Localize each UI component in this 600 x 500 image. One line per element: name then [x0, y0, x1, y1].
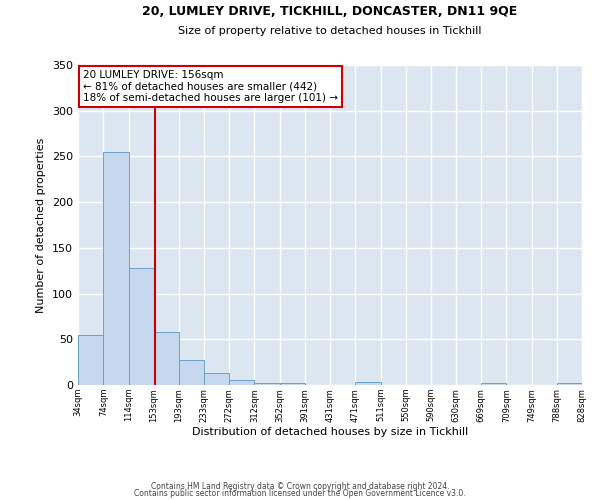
- Text: Contains public sector information licensed under the Open Government Licence v3: Contains public sector information licen…: [134, 490, 466, 498]
- Bar: [129, 268, 154, 385]
- Bar: [154, 332, 179, 385]
- X-axis label: Distribution of detached houses by size in Tickhill: Distribution of detached houses by size …: [192, 428, 468, 438]
- Bar: [557, 383, 582, 385]
- Bar: [78, 334, 103, 385]
- Y-axis label: Number of detached properties: Number of detached properties: [37, 138, 46, 312]
- Bar: [254, 383, 280, 385]
- Bar: [179, 360, 205, 385]
- Bar: [481, 383, 506, 385]
- Text: 20, LUMLEY DRIVE, TICKHILL, DONCASTER, DN11 9QE: 20, LUMLEY DRIVE, TICKHILL, DONCASTER, D…: [142, 5, 518, 18]
- Text: Contains HM Land Registry data © Crown copyright and database right 2024.: Contains HM Land Registry data © Crown c…: [151, 482, 449, 491]
- Title: Size of property relative to detached houses in Tickhill: Size of property relative to detached ho…: [178, 26, 482, 36]
- Bar: [205, 373, 229, 385]
- Bar: [355, 382, 381, 385]
- Text: 20 LUMLEY DRIVE: 156sqm
← 81% of detached houses are smaller (442)
18% of semi-d: 20 LUMLEY DRIVE: 156sqm ← 81% of detache…: [83, 70, 338, 103]
- Bar: [103, 152, 129, 385]
- Bar: [229, 380, 254, 385]
- Bar: [280, 383, 305, 385]
